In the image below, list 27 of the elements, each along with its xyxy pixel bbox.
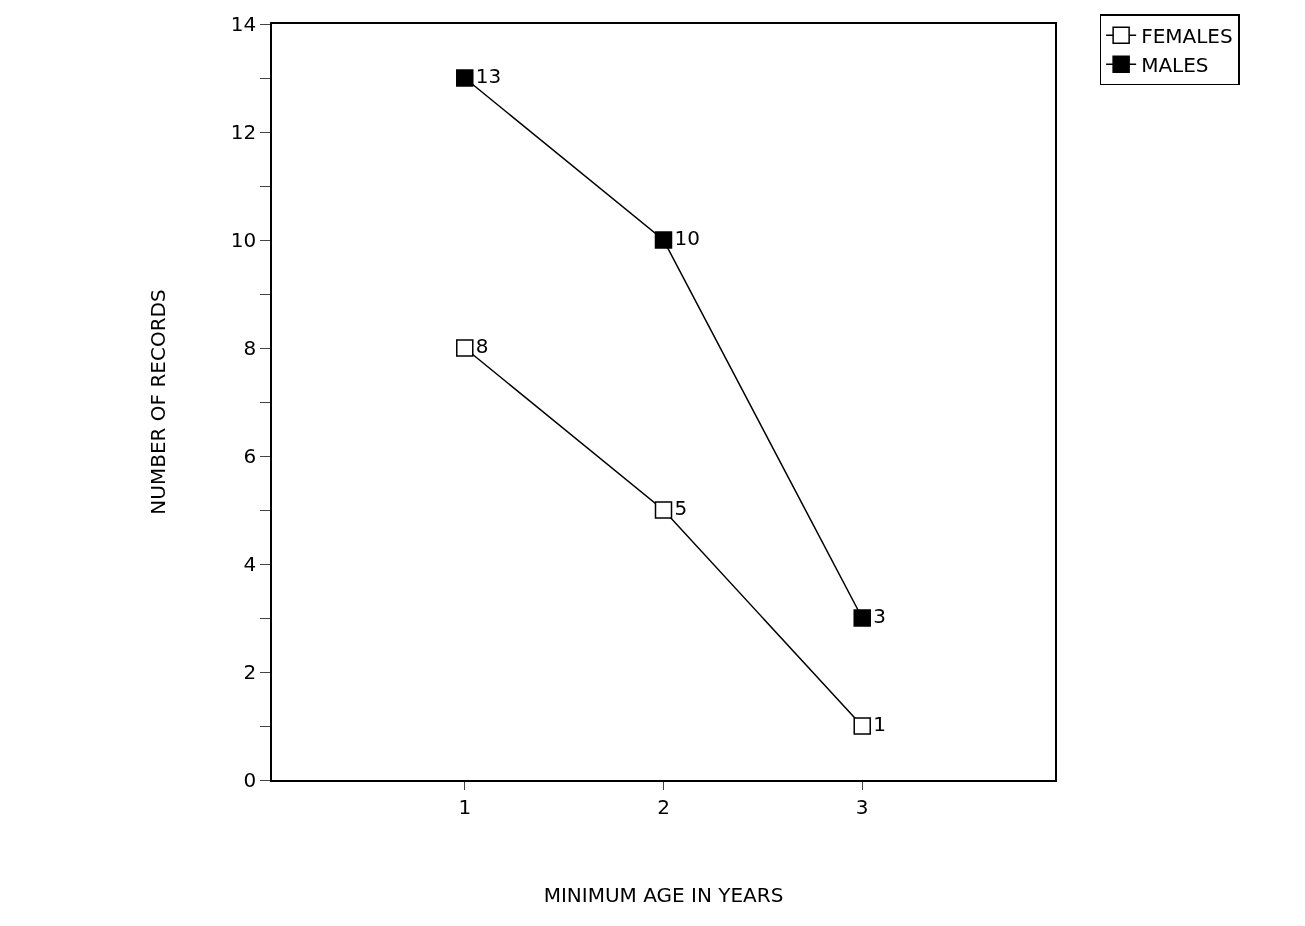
data-label: 5	[674, 496, 688, 520]
x-tick-label: 3	[855, 794, 869, 819]
point	[654, 501, 673, 519]
y-axis-title: NUMBER OF RECORDS	[145, 289, 170, 515]
data-label: 13	[475, 64, 502, 88]
y-tick-label: 12	[230, 120, 257, 144]
point	[853, 717, 871, 735]
x-tick-label: 1	[458, 794, 472, 819]
x-axis-title: MINIMUM AGE IN YEARS	[543, 882, 784, 907]
x-tick-label: 2	[657, 794, 670, 819]
data-label: 8	[475, 334, 489, 358]
data-label: 10	[674, 226, 700, 250]
data-label: 1	[873, 712, 886, 736]
point	[456, 69, 474, 87]
y-tick-label: 4	[243, 552, 257, 576]
y-tick-label: 0	[243, 768, 257, 792]
point	[456, 339, 474, 357]
legend-label: MALES	[1141, 52, 1209, 77]
y-tick-label: 14	[230, 12, 257, 36]
point	[853, 609, 871, 627]
y-tick-label: 2	[243, 660, 257, 684]
point	[654, 231, 673, 249]
data-label: 3	[873, 604, 886, 628]
y-tick-label: 8	[243, 336, 257, 360]
legend-label: FEMALES	[1141, 23, 1233, 48]
y-tick-label: 10	[230, 228, 257, 252]
y-tick-label: 6	[243, 444, 257, 468]
